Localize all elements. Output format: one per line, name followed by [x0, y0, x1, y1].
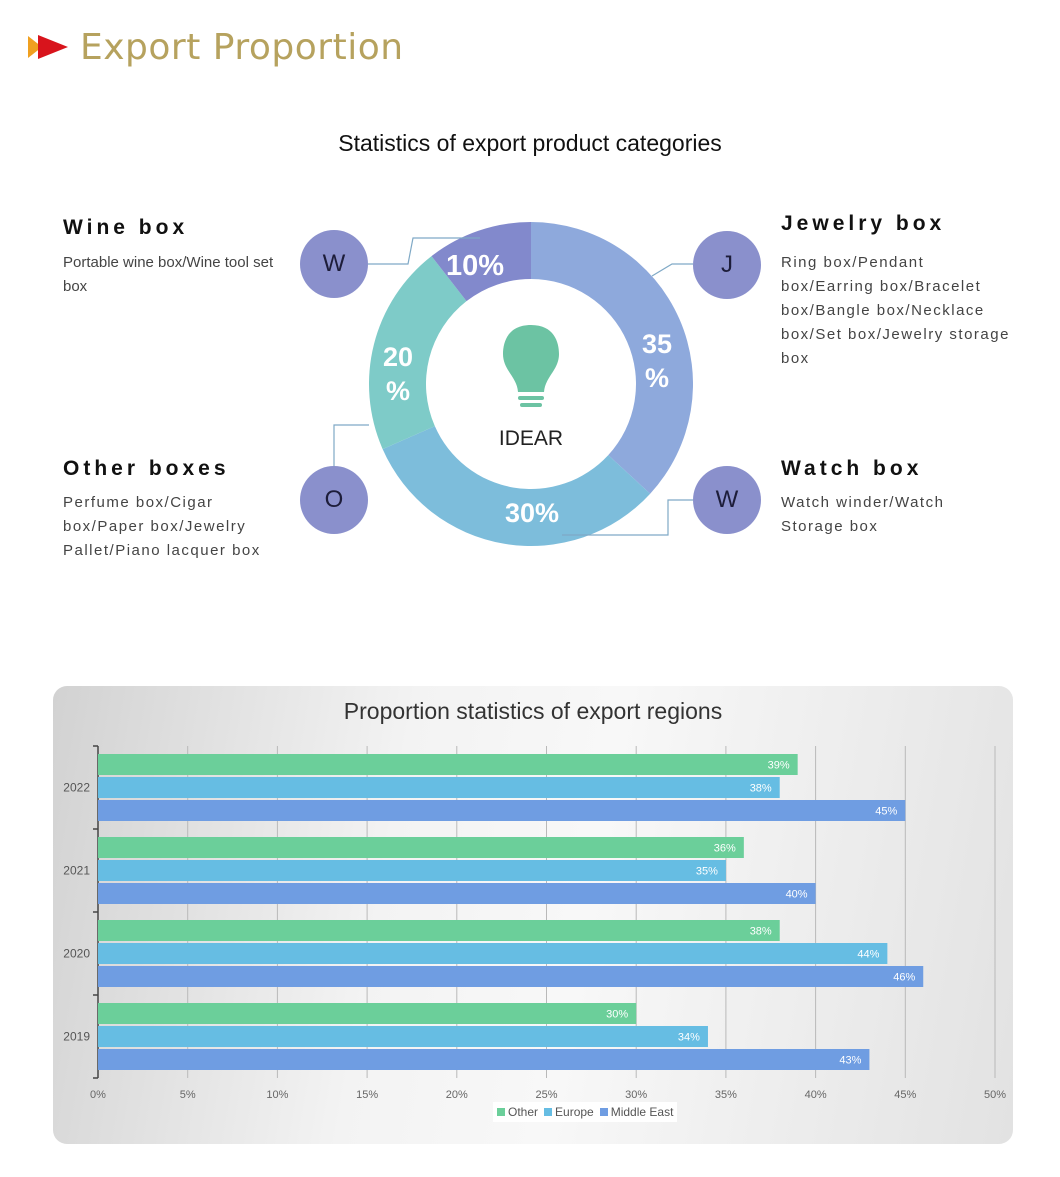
- bar-middle-east: [98, 800, 906, 821]
- bar-other: [98, 754, 798, 775]
- legend-swatch-europe: [544, 1108, 553, 1116]
- slice-label-other: 20%: [383, 342, 413, 406]
- other-boxes-heading: Other boxes: [63, 457, 230, 480]
- x-tick-label: 5%: [180, 1089, 196, 1101]
- y-category-label: 2019: [63, 1030, 90, 1044]
- x-tick-label: 35%: [715, 1089, 737, 1101]
- x-tick-label: 30%: [625, 1089, 647, 1101]
- regions-bar-chart: 0% 5% 10% 15% 20% 25% 30% 35% 40% 45% 50% 2022 39% 38…: [63, 745, 1006, 1101]
- bar-value-label: 38%: [750, 783, 772, 795]
- regions-chart-panel: Proportion statistics of export regions …: [53, 686, 1013, 1144]
- donut-center-label: IDEAR: [499, 427, 563, 450]
- bar-middle-east: [98, 1049, 870, 1070]
- legend-swatch-middle-east: [599, 1108, 608, 1116]
- slice-label-jewelry: 35%: [642, 329, 672, 393]
- wine-box-heading: Wine box: [63, 216, 189, 239]
- bar-value-label: 38%: [750, 926, 772, 938]
- y-category-label: 2021: [63, 864, 90, 878]
- x-tick-label: 10%: [266, 1089, 288, 1101]
- bar-value-label: 34%: [678, 1032, 700, 1044]
- connector-other: [333, 424, 369, 466]
- bar-value-label: 35%: [696, 866, 718, 878]
- wine-box-desc: Portable wine box/Wine tool set box: [63, 254, 274, 295]
- donut-slice-other: [369, 256, 467, 450]
- x-tick-label: 20%: [446, 1089, 468, 1101]
- other-letter-circle: O: [300, 466, 368, 534]
- donut-slice-wine: [431, 222, 531, 302]
- watch-box-heading: Watch box: [781, 457, 923, 480]
- connector-jewelry: [651, 263, 693, 277]
- bar-other: [98, 1003, 637, 1024]
- section-header: Export Proportion: [28, 22, 404, 72]
- x-tick-label: 45%: [894, 1089, 916, 1101]
- jewelry-box-desc: Ring box/Pendant box/Earring box/Bracele…: [781, 254, 1010, 367]
- bar-other: [98, 837, 744, 858]
- bar-value-label: 30%: [606, 1009, 628, 1021]
- slice-label-wine: 10%: [446, 250, 504, 282]
- bar-value-label: 43%: [839, 1055, 861, 1067]
- bar-value-label: 40%: [786, 889, 808, 901]
- bar-middle-east: [98, 883, 816, 904]
- y-category-label: 2020: [63, 947, 90, 961]
- legend-label-middle-east: Middle East: [610, 1105, 674, 1119]
- jewelry-letter-circle: J: [693, 231, 761, 299]
- page-title: Export Proportion: [80, 26, 404, 68]
- connector-watch: [562, 499, 693, 536]
- double-arrow-icon: [28, 33, 70, 61]
- jewelry-box-heading: Jewelry box: [781, 212, 946, 235]
- bar-value-label: 44%: [857, 949, 879, 961]
- bar-value-label: 36%: [714, 843, 736, 855]
- x-tick-label: 25%: [535, 1089, 557, 1101]
- bar-value-label: 45%: [875, 806, 897, 818]
- legend-item-other: Other: [497, 1105, 538, 1119]
- bar-value-label: 39%: [768, 760, 790, 772]
- category-donut-chart: 10% 35% 30% 20% IDEAR: [333, 222, 693, 546]
- x-tick-label: 50%: [984, 1089, 1006, 1101]
- donut-slice-jewelry: [531, 222, 693, 494]
- bar-middle-east: [98, 966, 924, 987]
- watch-box-desc: Watch winder/Watch Storage box: [781, 494, 945, 535]
- bar-value-label: 46%: [893, 972, 915, 984]
- legend-swatch-other: [497, 1108, 505, 1116]
- legend-label-other: Other: [508, 1105, 539, 1119]
- legend-item-middle-east: Middle East: [599, 1105, 674, 1119]
- y-category-label: 2022: [63, 781, 90, 795]
- bar-europe: [98, 1026, 708, 1047]
- legend-item-europe: Europe: [544, 1105, 594, 1119]
- legend-label-europe: Europe: [555, 1105, 594, 1119]
- bar-europe: [98, 860, 726, 881]
- bar-europe: [98, 943, 888, 964]
- connector-wine: [368, 237, 480, 265]
- watch-letter-circle: W: [693, 466, 761, 534]
- donut-slice-watch: [382, 426, 651, 546]
- x-tick-label: 15%: [356, 1089, 378, 1101]
- bar-other: [98, 920, 780, 941]
- chart-title: Proportion statistics of export regions: [343, 698, 723, 724]
- x-tick-label: 40%: [805, 1089, 827, 1101]
- connector-lines: [333, 237, 693, 536]
- wine-letter-circle: W: [300, 230, 368, 298]
- slice-label-watch: 30%: [505, 498, 559, 528]
- categories-title: Statistics of export product categories: [338, 130, 722, 156]
- bar-europe: [98, 777, 780, 798]
- lightbulb-icon: [503, 325, 559, 407]
- x-tick-label: 0%: [90, 1089, 106, 1101]
- other-boxes-desc: Perfume box/Cigar box/Paper box/Jewelry …: [63, 494, 261, 559]
- chart-legend: Other Europe Middle East: [493, 1102, 678, 1122]
